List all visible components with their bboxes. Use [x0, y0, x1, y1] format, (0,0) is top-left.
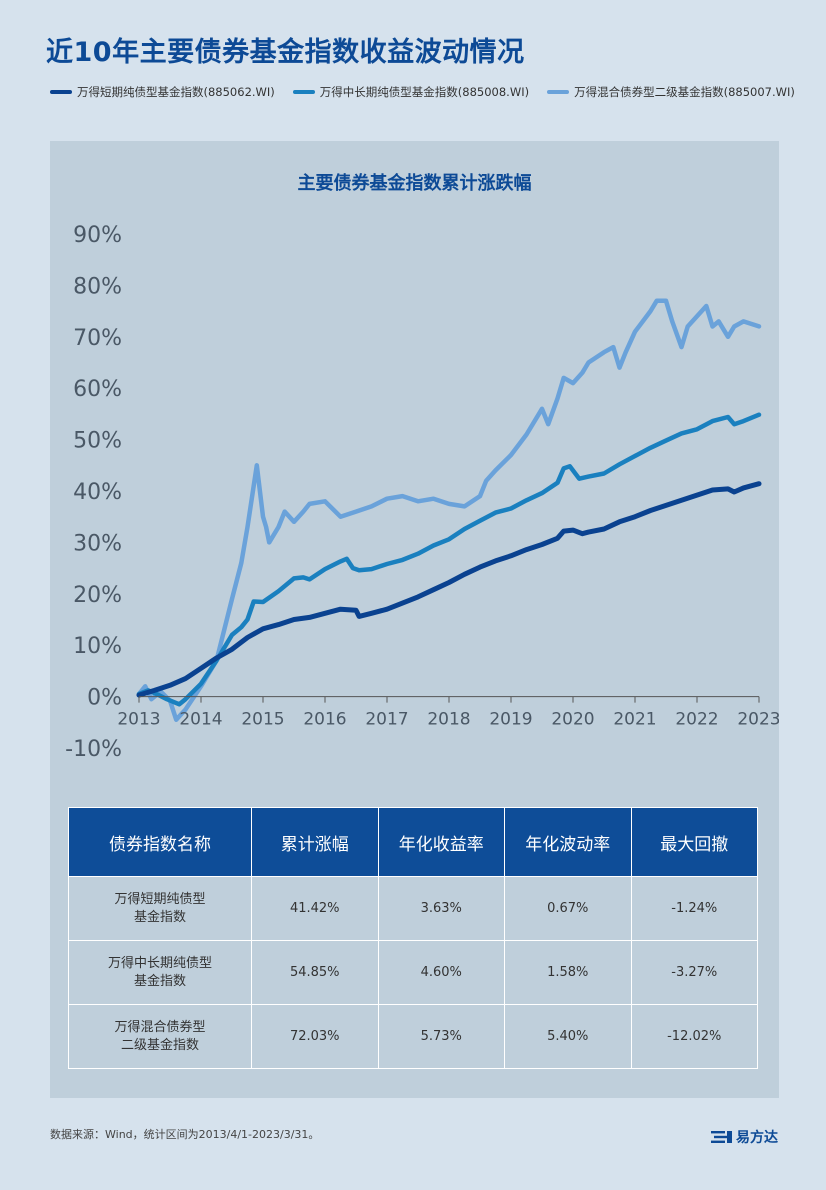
y-tick-label: 30%	[73, 531, 122, 556]
y-axis-tick-labels: 90% 80% 70% 60% 50% 40% 30% 20% 10% 0% -10%	[65, 223, 122, 762]
x-tick-label: 2022	[675, 710, 718, 730]
cell-cumulative-gain: 72.03%	[251, 1004, 379, 1069]
legend-label-hybrid-bond: 万得混合债券型二级基金指数(885007.WI)	[574, 85, 795, 99]
cell-cumulative-gain: 54.85%	[251, 940, 379, 1005]
x-tick-label: 2019	[489, 710, 532, 730]
line-chart: 90%80%70%60%50%40%30%20%10%0%-10% 2013 20…	[65, 223, 779, 762]
index-name-line1: 万得中长期纯债型	[107, 955, 212, 971]
x-tick-label: 2018	[427, 710, 470, 730]
brand-mark-icon	[711, 1131, 732, 1143]
cell-annual-volatility: 1.58%	[504, 940, 632, 1005]
legend-swatch-short-term	[50, 90, 72, 94]
y-tick-label: 20%	[73, 583, 122, 608]
cell-cumulative-gain: 41.42%	[251, 876, 379, 941]
chart-legend: 万得短期纯债型基金指数(885062.WI) 万得中长期纯债型基金指数(8850…	[50, 84, 810, 100]
y-tick-label: 50%	[73, 429, 122, 454]
x-tick-label: 2015	[241, 710, 284, 730]
header-max-drawdown: 最大回撤	[630, 807, 758, 877]
header-annual-return: 年化收益率	[377, 807, 505, 877]
chart-title: 主要债券基金指数累计涨跌幅	[297, 173, 532, 194]
x-tick-label: 2020	[551, 710, 594, 730]
series-line-1	[136, 412, 762, 707]
source-note: 数据来源：Wind，统计区间为2013/4/1-2023/3/31。	[50, 1128, 320, 1141]
header-annual-volatility: 年化波动率	[504, 807, 632, 877]
x-tick-label: 2013	[117, 710, 160, 730]
y-tick-label: 0%	[87, 686, 122, 711]
legend-swatch-mid-long-term	[292, 90, 315, 94]
header-index-name: 债券指数名称	[68, 807, 252, 877]
legend-item-hybrid-bond: 万得混合债券型二级基金指数(885007.WI)	[547, 84, 795, 100]
chart-panel: 主要债券基金指数累计涨跌幅 90% 80% 70% 60% 50% 40% 30% 20% 10…	[50, 141, 779, 1098]
x-tick-label: 2014	[179, 710, 222, 730]
y-tick-label: -10%	[65, 737, 122, 762]
legend-swatch-hybrid-bond	[547, 90, 570, 94]
index-name-line2: 基金指数	[133, 909, 186, 925]
cell-annual-return: 4.60%	[377, 940, 505, 1005]
series-lines	[136, 298, 762, 722]
cell-index-name: 万得短期纯债型 基金指数	[68, 876, 252, 941]
cell-max-drawdown: -1.24%	[630, 876, 758, 941]
x-tick-label: 2021	[613, 710, 656, 730]
x-tick-label: 2016	[303, 710, 346, 730]
y-tick-label: 10%	[73, 634, 122, 659]
series-line-2	[136, 298, 762, 722]
index-name-line1: 万得混合债券型	[114, 1019, 206, 1035]
cell-annual-return: 5.73%	[377, 1004, 505, 1069]
index-name-line2: 二级基金指数	[120, 1037, 199, 1053]
page-title: 近10年主要债券基金指数收益波动情况	[46, 37, 525, 68]
cell-index-name: 万得混合债券型 二级基金指数	[68, 1004, 252, 1069]
index-name-line2: 基金指数	[133, 973, 186, 989]
table-header-row: 债券指数名称 累计涨幅 年化收益率 年化波动率 最大回撤	[68, 807, 758, 877]
y-tick-label: 80%	[73, 274, 122, 299]
table-row: 万得短期纯债型 基金指数 41.42% 3.63% 0.67% -1.24%	[68, 876, 758, 941]
cell-index-name: 万得中长期纯债型 基金指数	[68, 940, 252, 1005]
header-cumulative-gain: 累计涨幅	[251, 807, 379, 877]
table-row: 万得中长期纯债型 基金指数 54.85% 4.60% 1.58% -3.27%	[68, 940, 758, 1005]
series-line-0	[136, 481, 762, 698]
y-tick-label: 60%	[73, 377, 122, 402]
legend-label-short-term: 万得短期纯债型基金指数(885062.WI)	[77, 85, 275, 99]
cell-annual-volatility: 0.67%	[504, 876, 632, 941]
brand-name: 易方达	[736, 1130, 778, 1146]
legend-item-short-term: 万得短期纯债型基金指数(885062.WI)	[50, 84, 275, 100]
legend-item-mid-long-term: 万得中长期纯债型基金指数(885008.WI)	[292, 84, 530, 100]
cell-max-drawdown: -3.27%	[630, 940, 758, 1005]
cell-annual-return: 3.63%	[377, 876, 505, 941]
brand-logo: 易方达	[711, 1127, 778, 1147]
stats-table: 债券指数名称 累计涨幅 年化收益率 年化波动率 最大回撤 万得短期纯债型 基金指…	[68, 807, 758, 1069]
y-tick-label: 40%	[73, 480, 122, 505]
x-tick-label: 2023	[737, 710, 779, 730]
y-tick-label: 70%	[73, 326, 122, 351]
legend-label-mid-long-term: 万得中长期纯债型基金指数(885008.WI)	[319, 85, 530, 99]
x-axis: 2013 2014 2015 2016 2017 2018 2019 2020 2021 2022…	[117, 696, 779, 730]
cell-max-drawdown: -12.02%	[630, 1004, 758, 1069]
y-tick-label: 90%	[73, 223, 122, 248]
index-name-line1: 万得短期纯债型	[114, 891, 206, 907]
table-row: 万得混合债券型 二级基金指数 72.03% 5.73% 5.40% -12.02…	[68, 1004, 758, 1069]
x-tick-label: 2017	[365, 710, 408, 730]
cell-annual-volatility: 5.40%	[504, 1004, 632, 1069]
